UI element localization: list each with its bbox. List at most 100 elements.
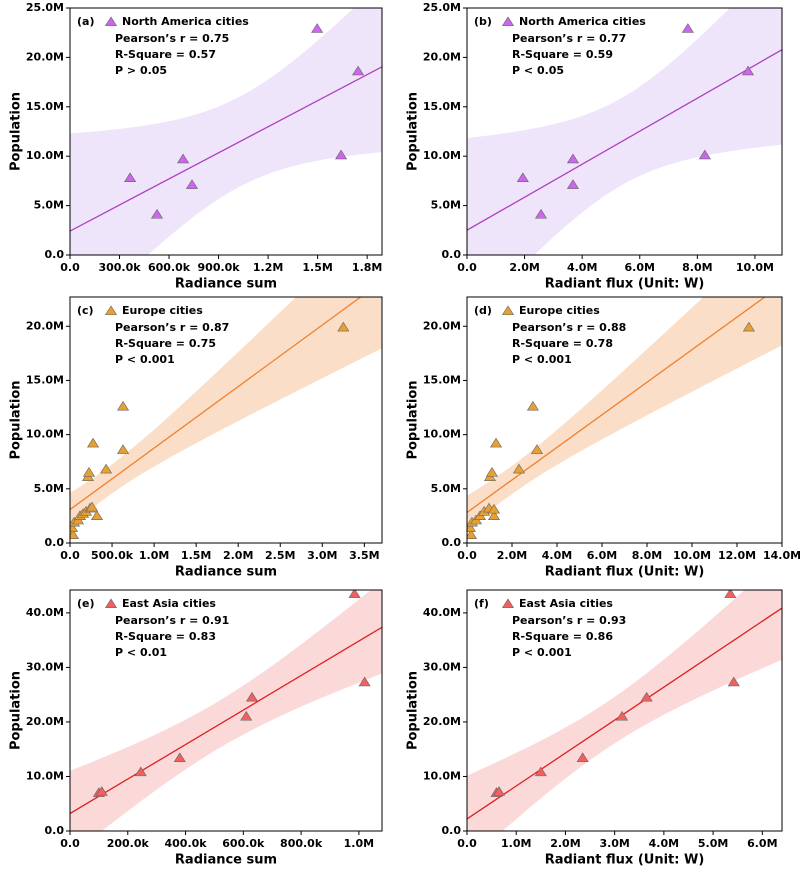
data-point [534, 208, 548, 219]
annotation: P > 0.05 [115, 64, 167, 77]
y-tick-label: 10.0M [26, 149, 64, 162]
fit-line [70, 66, 382, 232]
y-tick-label: 40.0M [26, 606, 64, 619]
data-point [640, 691, 653, 702]
confidence-band [70, 8, 382, 255]
annotation: R-Square = 0.59 [512, 48, 613, 61]
y-axis-label: Population [9, 671, 24, 750]
annotation: P < 0.001 [512, 646, 572, 659]
x-tick-label: 0.0 [60, 549, 80, 562]
data-point [348, 590, 361, 598]
x-tick-label: 200.0k [107, 837, 150, 850]
data-point [727, 676, 740, 687]
plot-area [467, 8, 782, 255]
x-tick-label: 900.0k [198, 261, 241, 274]
y-tick-label: 10.0M [26, 428, 64, 441]
plot-area [467, 590, 782, 831]
x-tick-label: 1.8M [352, 261, 382, 274]
plot-area [70, 297, 382, 540]
y-tick-label: 30.0M [26, 660, 64, 673]
panel: 0.0 200.0k 400.0k 600.0k 800.0k 1.0M 0.0 10.0M 2… [9, 589, 383, 868]
confidence-band [70, 590, 382, 831]
data-point [352, 65, 365, 76]
data-point [100, 463, 113, 474]
y-tick-label: 10.0M [423, 428, 461, 441]
data-point [173, 752, 186, 762]
data-point [698, 149, 711, 160]
x-tick-label: 0.0 [457, 261, 477, 274]
x-tick-label: 2.0M [550, 837, 580, 850]
x-axis-label: Radiance sum [175, 853, 277, 868]
fit-line [467, 297, 766, 514]
y-tick-label: 15.0M [423, 100, 461, 113]
x-axis-label: Radiant flux (Unit: W) [545, 853, 705, 868]
plot-frame [466, 296, 783, 544]
x-tick-label: 2.5M [265, 549, 295, 562]
data-point [530, 444, 544, 454]
annotation: Pearson’s r = 0.93 [512, 614, 626, 627]
annotation: R-Square = 0.57 [115, 48, 216, 61]
x-axis-label: Radiant flux (Unit: W) [545, 565, 705, 580]
data-point [742, 321, 755, 332]
data-point [117, 400, 130, 411]
y-tick-label: 0.0 [45, 536, 65, 549]
x-tick-label: 6.0M [625, 261, 655, 274]
data-point [95, 786, 108, 796]
x-tick-label: 5.0M [698, 837, 728, 850]
panel-label: (c) [77, 304, 94, 317]
data-point [526, 400, 539, 411]
plot-area [467, 297, 782, 540]
data-point [90, 510, 104, 520]
x-tick-label: 1.0M [344, 837, 374, 850]
y-axis-label: Population [406, 92, 421, 171]
data-point [576, 752, 589, 762]
annotation: R-Square = 0.78 [512, 337, 613, 350]
x-tick-label: 2.0M [223, 549, 253, 562]
data-point [566, 179, 580, 189]
x-tick-label: 1.5M [181, 549, 211, 562]
panel-label: (d) [474, 304, 492, 317]
data-point [516, 172, 529, 182]
data-point [512, 463, 526, 474]
plot-frame [466, 7, 783, 256]
x-tick-label: 300.0k [98, 261, 141, 274]
legend-marker [104, 598, 118, 609]
data-point [487, 510, 501, 520]
y-tick-label: 25.0M [423, 1, 461, 14]
legend-marker [501, 16, 515, 27]
x-axis-label: Radiance sum [175, 277, 277, 292]
x-tick-label: 4.0M [567, 261, 597, 274]
y-tick-label: 0.0 [442, 248, 462, 261]
x-tick-label: 1.0M [501, 837, 531, 850]
x-tick-label: 1.5M [302, 261, 332, 274]
x-tick-label: 4.0M [542, 549, 572, 562]
y-tick-label: 15.0M [26, 100, 64, 113]
panel: 0.0 2.0M 4.0M 6.0M 8.0M 10.0M 0.0 5.0M 10.0M 15.0… [406, 1, 783, 292]
y-tick-label: 5.0M [431, 199, 461, 212]
annotation: P < 0.01 [115, 646, 167, 659]
data-point [337, 321, 350, 332]
panel: 0.0 300.0k 600.0k 900.0k 1.2M 1.5M 1.8M 0.0 5.0M… [9, 1, 383, 292]
x-tick-label: 600.0k [222, 837, 265, 850]
y-tick-label: 0.0 [45, 248, 65, 261]
data-point [489, 437, 503, 448]
annotation: P < 0.001 [512, 353, 572, 366]
y-tick-label: 30.0M [423, 660, 461, 673]
plot-frame [69, 296, 383, 544]
x-tick-label: 3.5M [349, 549, 379, 562]
data-point [485, 466, 499, 477]
x-axis-label: Radiant flux (Unit: W) [545, 277, 705, 292]
data-point [335, 149, 348, 160]
x-tick-label: 10.0M [673, 549, 711, 562]
legend-label: East Asia cities [122, 597, 216, 610]
x-tick-label: 2.0M [497, 549, 527, 562]
y-tick-label: 5.0M [431, 482, 461, 495]
y-tick-label: 15.0M [423, 373, 461, 386]
y-tick-label: 5.0M [34, 482, 64, 495]
x-tick-label: 0.0 [60, 837, 80, 850]
x-tick-label: 3.0M [307, 549, 337, 562]
plot-area [70, 590, 382, 831]
x-tick-label: 0.0 [457, 549, 477, 562]
plot-area [70, 8, 382, 255]
data-point [311, 23, 324, 33]
